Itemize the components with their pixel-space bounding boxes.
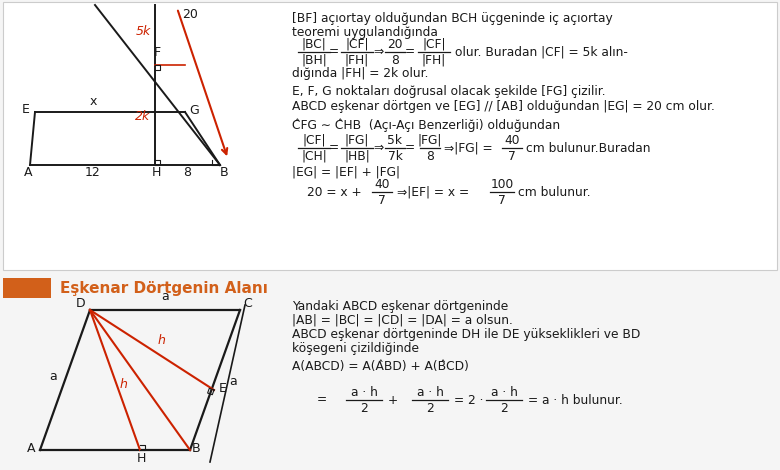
Bar [3, 2, 777, 270]
Text: h: h [158, 334, 166, 347]
Text: dığında |FH| = 2k olur.: dığında |FH| = 2k olur. [292, 67, 428, 80]
Text: ĈFG ∼ ĈHB  (Açı-Açı Benzerliği) olduğundan: ĈFG ∼ ĈHB (Açı-Açı Benzerliği) olduğun… [292, 118, 560, 132]
Text: ⇒|FG| =: ⇒|FG| = [444, 141, 493, 155]
Text: 100: 100 [491, 178, 513, 191]
Text: |CF|: |CF| [422, 38, 445, 51]
Bar [3, 278, 51, 298]
Text: ⇒: ⇒ [373, 141, 383, 155]
Text: 8: 8 [426, 150, 434, 163]
Text: |BH|: |BH| [301, 54, 327, 67]
Text: F: F [154, 46, 161, 59]
Text: olur. Buradan |CF| = 5k alın-: olur. Buradan |CF| = 5k alın- [455, 46, 628, 58]
Text: |FG|: |FG| [345, 134, 369, 147]
Text: ⇒: ⇒ [373, 46, 383, 58]
Text: 2k: 2k [136, 110, 151, 123]
Text: D: D [76, 297, 86, 310]
Text: B: B [192, 442, 200, 455]
Text: = a · h bulunur.: = a · h bulunur. [528, 393, 622, 407]
Text: B: B [220, 166, 229, 179]
Text: 20 = x +: 20 = x + [307, 186, 362, 198]
Text: 40: 40 [374, 178, 390, 191]
Text: |FH|: |FH| [422, 54, 446, 67]
Text: =: = [329, 141, 339, 155]
Text: E: E [22, 103, 30, 116]
Text: Eşkenar Dörtgenin Alanı: Eşkenar Dörtgenin Alanı [60, 281, 268, 296]
Text: ABCD eşkenar dörtgen ve [EG] // [AB] olduğundan |EG| = 20 cm olur.: ABCD eşkenar dörtgen ve [EG] // [AB] old… [292, 100, 715, 113]
Text: cm bulunur.: cm bulunur. [518, 186, 590, 198]
Text: |CF|: |CF| [303, 134, 326, 147]
Text: 2: 2 [360, 402, 368, 415]
Text: +: + [388, 393, 398, 407]
Text: |BC|: |BC| [302, 38, 326, 51]
Text: 8: 8 [391, 54, 399, 67]
Text: 40: 40 [504, 134, 519, 147]
Text: a · h: a · h [491, 386, 517, 399]
Text: a · h: a · h [417, 386, 444, 399]
Text: 5k: 5k [136, 25, 151, 38]
Text: 2: 2 [500, 402, 508, 415]
Text: A: A [27, 442, 35, 455]
Text: a: a [49, 370, 57, 383]
Text: |EG| = |EF| + |FG|: |EG| = |EF| + |FG| [292, 165, 400, 178]
Text: E: E [219, 382, 227, 395]
Text: 5k: 5k [388, 134, 402, 147]
Text: 7: 7 [378, 194, 386, 207]
Text: [BF] açıortay olduğundan BCH üçgeninde iç açıortay: [BF] açıortay olduğundan BCH üçgeninde i… [292, 12, 613, 25]
Text: |HB|: |HB| [344, 150, 370, 163]
Text: a: a [161, 290, 169, 303]
Text: |FG|: |FG| [418, 134, 442, 147]
Text: 2: 2 [426, 402, 434, 415]
Text: 7k: 7k [388, 150, 402, 163]
Text: =: = [317, 393, 327, 407]
Text: 7: 7 [508, 150, 516, 163]
Text: = 2 ·: = 2 · [454, 393, 484, 407]
Text: a · h: a · h [350, 386, 378, 399]
Text: 20: 20 [387, 38, 402, 51]
Text: =: = [405, 46, 415, 58]
Text: köşegeni çizildiğinde: köşegeni çizildiğinde [292, 342, 419, 355]
Text: 20: 20 [182, 8, 198, 21]
Text: H: H [136, 452, 146, 465]
Text: Yandaki ABCD eşkenar dörtgeninde: Yandaki ABCD eşkenar dörtgeninde [292, 300, 509, 313]
Text: x: x [90, 95, 97, 108]
Text: 12: 12 [84, 166, 101, 179]
Text: H: H [151, 166, 161, 179]
Text: =: = [405, 141, 415, 155]
Text: C: C [243, 297, 253, 310]
Text: h: h [120, 378, 128, 391]
Text: 7: 7 [498, 194, 506, 207]
Text: a: a [229, 375, 237, 388]
Text: E, F, G noktaları doğrusal olacak şekilde [FG] çizilir.: E, F, G noktaları doğrusal olacak şekild… [292, 85, 605, 98]
Text: G: G [189, 104, 199, 117]
Text: =: = [329, 46, 339, 58]
Text: teoremi uygulandığında: teoremi uygulandığında [292, 26, 438, 39]
Text: cm bulunur.Buradan: cm bulunur.Buradan [526, 141, 651, 155]
Text: |CH|: |CH| [301, 150, 327, 163]
Text: 8: 8 [183, 166, 192, 179]
Text: |FH|: |FH| [345, 54, 369, 67]
Text: A: A [23, 166, 32, 179]
Text: ⇒|EF| = x =: ⇒|EF| = x = [397, 186, 469, 198]
Text: |AB| = |BC| = |CD| = |DA| = a olsun.: |AB| = |BC| = |CD| = |DA| = a olsun. [292, 314, 513, 327]
Text: |CF|: |CF| [346, 38, 369, 51]
Text: A(ABCD) = A(ÂBD) + A(B̂CD): A(ABCD) = A(ÂBD) + A(B̂CD) [292, 360, 469, 373]
Text: ABCD eşkenar dörtgeninde DH ile DE yükseklikleri ve BD: ABCD eşkenar dörtgeninde DH ile DE yükse… [292, 328, 640, 341]
